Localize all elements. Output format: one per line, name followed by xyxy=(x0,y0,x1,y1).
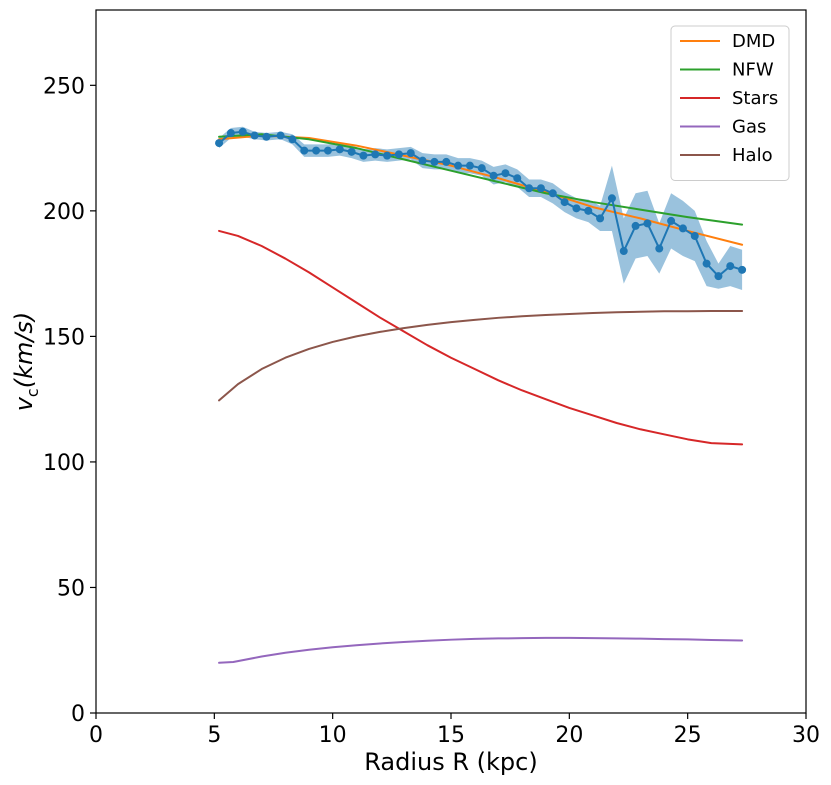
observed-point xyxy=(548,189,557,198)
observed-point xyxy=(536,184,545,193)
observed-point xyxy=(525,184,534,193)
y-tick-label: 0 xyxy=(71,702,85,727)
legend-box xyxy=(670,25,790,181)
x-tick-label: 25 xyxy=(674,723,702,748)
observed-point xyxy=(335,145,344,154)
observed-point xyxy=(300,146,309,155)
y-tick-label: 250 xyxy=(43,74,85,99)
observed-point xyxy=(678,224,687,233)
observed-point xyxy=(702,259,711,268)
observed-point xyxy=(655,244,664,253)
series-line-nfw xyxy=(218,133,744,226)
observed-point xyxy=(238,127,247,136)
observed-point xyxy=(406,149,415,158)
observed-point xyxy=(383,151,392,160)
y-tick-label: 100 xyxy=(43,451,85,476)
observed-point xyxy=(371,150,380,159)
observed-point xyxy=(442,157,451,166)
x-tick-label: 0 xyxy=(89,723,103,748)
y-axis-label-symbol: v xyxy=(10,396,38,411)
observed-point xyxy=(643,219,652,228)
observed-point xyxy=(596,214,605,223)
observed-point xyxy=(276,131,285,140)
observed-point xyxy=(262,132,271,141)
observed-point xyxy=(607,194,616,203)
series-line-halo xyxy=(218,310,744,402)
observed-data-layer xyxy=(215,127,747,281)
x-tick-label: 5 xyxy=(207,723,221,748)
observed-point xyxy=(572,204,581,213)
observed-point xyxy=(250,131,259,140)
legend: DMD NFW Stars Gas Halo xyxy=(670,25,790,181)
y-axis-label-subscript: c xyxy=(23,388,42,397)
x-axis-label: Radius R (kpc) xyxy=(364,748,537,776)
y-axis-label-units: (km/s) xyxy=(10,312,38,389)
x-tick-label: 30 xyxy=(792,723,820,748)
observed-point xyxy=(619,247,628,256)
observed-point xyxy=(418,156,427,165)
series-line-stars xyxy=(218,229,744,446)
observed-point xyxy=(513,174,522,183)
legend-label-stars: Stars xyxy=(732,88,778,109)
observed-point xyxy=(312,146,321,155)
observed-point xyxy=(560,198,569,207)
observed-point xyxy=(359,151,368,160)
observed-point xyxy=(215,139,224,148)
observed-point xyxy=(738,265,747,274)
y-tick-label: 150 xyxy=(43,325,85,350)
observed-point xyxy=(667,216,676,225)
legend-label-halo: Halo xyxy=(732,145,773,166)
observed-point xyxy=(226,129,235,138)
legend-label-nfw: NFW xyxy=(732,60,774,81)
observed-point xyxy=(489,171,498,180)
x-tick-label: 20 xyxy=(555,723,583,748)
axis-ticks-layer: 0 5 10 15 20 25 30 0 50 100 150 200 250 xyxy=(43,74,820,748)
observed-point xyxy=(394,150,403,159)
x-tick-label: 15 xyxy=(437,723,465,748)
observed-point xyxy=(430,157,439,166)
observed-point xyxy=(690,231,699,240)
observed-point xyxy=(323,146,332,155)
y-tick-label: 50 xyxy=(57,576,85,601)
legend-label-gas: Gas xyxy=(732,117,766,138)
observed-point xyxy=(714,272,723,281)
observed-point xyxy=(288,135,297,144)
observed-point xyxy=(465,161,474,170)
observed-point xyxy=(347,147,356,156)
x-tick-label: 10 xyxy=(319,723,347,748)
observed-point xyxy=(631,221,640,230)
observed-point xyxy=(726,262,735,271)
observed-point xyxy=(501,169,510,178)
observed-point xyxy=(584,206,593,215)
y-axis-label: vc(km/s) xyxy=(10,312,42,412)
observed-point xyxy=(477,164,486,173)
legend-label-dmd: DMD xyxy=(732,31,775,52)
y-tick-label: 200 xyxy=(43,200,85,225)
series-line-gas xyxy=(218,636,744,664)
model-lines-layer xyxy=(218,133,744,664)
observed-point xyxy=(454,161,463,170)
